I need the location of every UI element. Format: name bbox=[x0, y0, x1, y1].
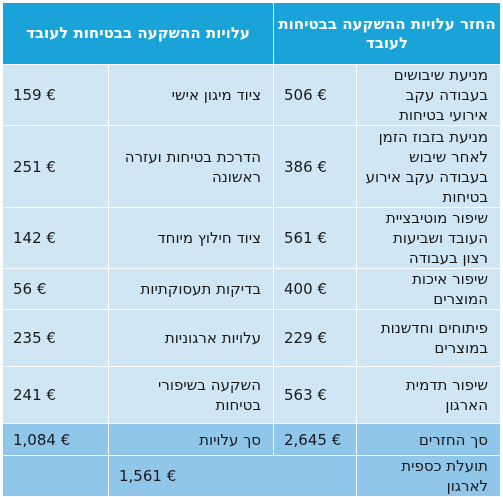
cost-label: בדיקות תעסוקתיות bbox=[108, 268, 274, 310]
return-label: שיפור תדמית הארגון bbox=[356, 366, 502, 424]
header-row: החזר עלויות ההשקעה בבטיחות לעובד עלויות … bbox=[2, 2, 502, 65]
cost-label: הדרכת בטיחות ועזרה ראשונה bbox=[108, 125, 274, 208]
table-row: מניעת שיבושים בעבודה עקב אירועי בטיחות 5… bbox=[2, 64, 502, 126]
return-label: שיפור מוטיבציית העובד ושביעות רצון בעבוד… bbox=[356, 207, 502, 269]
table-row: פיתוחים וחדשנות במוצרים 229 € עלויות ארג… bbox=[2, 309, 502, 367]
net-benefit-value: 1,561 € bbox=[107, 455, 358, 497]
return-value: 386 € bbox=[272, 125, 358, 208]
cost-value: 159 € bbox=[2, 64, 109, 126]
return-value: 563 € bbox=[272, 366, 358, 424]
table-row: מניעת בזבוז הזמן לאחר שיבוש בעבודה עקב א… bbox=[2, 125, 502, 208]
net-benefit-label: תועלת כספית לארגון bbox=[356, 455, 502, 497]
return-value: 561 € bbox=[272, 207, 358, 269]
return-value: 229 € bbox=[272, 309, 358, 367]
cost-label: ציוד מיגון אישי bbox=[108, 64, 274, 126]
cost-label: ציוד חילוץ מיוחד bbox=[108, 207, 274, 269]
return-label: מניעת בזבוז הזמן לאחר שיבוש בעבודה עקב א… bbox=[356, 125, 502, 208]
return-value: 506 € bbox=[272, 64, 358, 126]
table-row: שיפור איכות המוצרים 400 € בדיקות תעסוקתי… bbox=[2, 268, 502, 310]
returns-header: החזר עלויות ההשקעה בבטיחות לעובד bbox=[272, 2, 502, 65]
table-row: שיפור מוטיבציית העובד ושביעות רצון בעבוד… bbox=[2, 207, 502, 269]
totals-row: סך החזרים 2,645 € סך עלויות 1,084 € bbox=[2, 423, 502, 456]
returns-total-label: סך החזרים bbox=[356, 423, 502, 456]
cost-value: 235 € bbox=[2, 309, 109, 367]
returns-total-value: 2,645 € bbox=[272, 423, 358, 456]
return-label: פיתוחים וחדשנות במוצרים bbox=[356, 309, 502, 367]
cost-value: 56 € bbox=[2, 268, 109, 310]
cost-label: עלויות ארגוניות bbox=[108, 309, 274, 367]
cost-value: 142 € bbox=[2, 207, 109, 269]
net-benefit-row: תועלת כספית לארגון 1,561 € bbox=[2, 455, 502, 497]
costs-total-label: סך עלויות bbox=[108, 423, 274, 456]
return-label: מניעת שיבושים בעבודה עקב אירועי בטיחות bbox=[356, 64, 502, 126]
cost-label: השקעה בשיפורי בטיחות bbox=[108, 366, 274, 424]
cost-value: 241 € bbox=[2, 366, 109, 424]
cost-value: 251 € bbox=[2, 125, 109, 208]
net-benefit-blank bbox=[2, 455, 109, 497]
return-label: שיפור איכות המוצרים bbox=[356, 268, 502, 310]
costs-total-value: 1,084 € bbox=[2, 423, 109, 456]
table-row: שיפור תדמית הארגון 563 € השקעה בשיפורי ב… bbox=[2, 366, 502, 424]
return-value: 400 € bbox=[272, 268, 358, 310]
costs-header: עלויות ההשקעה בבטיחות לעובד bbox=[2, 2, 274, 65]
